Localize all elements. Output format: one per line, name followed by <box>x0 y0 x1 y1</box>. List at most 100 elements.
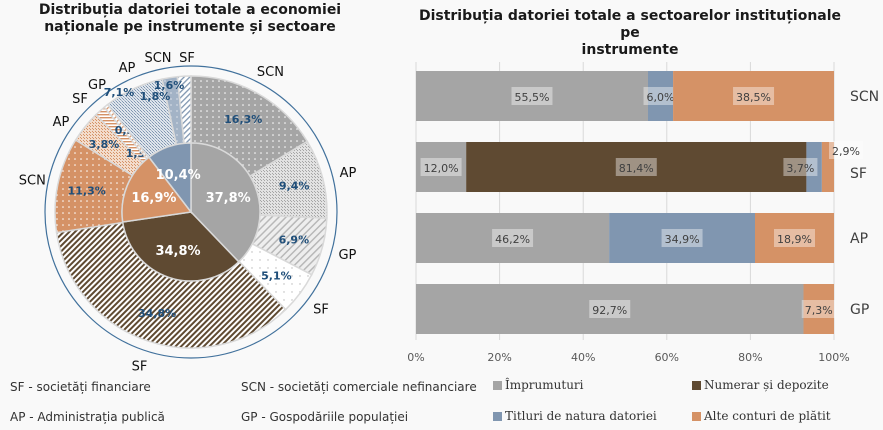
bar-segment-ap-2 <box>609 213 755 263</box>
pie-inner-value-label: 37,8% <box>206 191 251 206</box>
legend-label: Titluri de natura datoriei <box>505 409 657 423</box>
pie-sector-label: AP <box>119 61 136 76</box>
bar-segment-ap-0 <box>416 213 610 263</box>
bar-segment-ap-3 <box>754 213 834 263</box>
pie-inner-slice-2 <box>121 156 193 223</box>
pie-outer-value-label: 1,6% <box>154 79 185 92</box>
bar-segment-scn-2 <box>647 71 674 121</box>
pie-inner-value-label: 10,4% <box>156 168 201 183</box>
pie-sector-label: GP <box>88 78 106 93</box>
bar-label-bg <box>783 158 818 176</box>
bar-segment-sf-0 <box>416 142 467 192</box>
bar-data-label: 6,0% <box>647 91 675 104</box>
bar-data-label: 92,7% <box>592 304 627 317</box>
pie-sector-label: AP <box>53 115 70 130</box>
bar-category-label-gp: GP <box>850 302 869 318</box>
pie-outline-ring <box>44 65 338 359</box>
footnote-sf: SF - societăți financiare <box>10 380 151 394</box>
pie-sector-label: SF <box>179 51 195 66</box>
bar-data-label: 34,9% <box>665 233 700 246</box>
bar-x-tick-label: 100% <box>818 351 849 364</box>
legend-item-titluri: Titluri de natura datoriei <box>493 409 657 423</box>
bar-label-bg <box>615 158 657 176</box>
pie-inner-value-label: 34,8% <box>155 244 200 259</box>
pie-inner-slice-0 <box>190 142 261 263</box>
legend-label: Numerar și depozite <box>704 378 829 392</box>
bar-segment-gp-3 <box>803 284 834 334</box>
pie-sector-label: AP <box>340 166 357 181</box>
bar-data-label: 3,7% <box>786 162 814 175</box>
pie-sector-label: SF <box>72 92 88 107</box>
footnote-ap: AP - Administrația publică <box>10 410 165 424</box>
bar-data-label: 46,2% <box>495 233 530 246</box>
bar-label-bg <box>733 87 775 105</box>
bar-title-line-1: Distribuția datoriei totale a sectoarelo… <box>418 8 842 41</box>
pie-outer-value-label: 16,3% <box>224 113 262 126</box>
bar-label-bg <box>643 87 678 105</box>
bar-x-tick-label: 60% <box>655 351 679 364</box>
bar-label-bg <box>661 229 703 247</box>
bar-label-bg <box>511 87 553 105</box>
bar-chart-title: Distribuția datoriei totale a sectoarelo… <box>410 8 850 59</box>
pie-outer-value-label: 34,8% <box>138 307 176 320</box>
pie-sector-label: SCN <box>257 65 284 80</box>
bar-label-bg <box>773 229 815 247</box>
bar-x-tick-label: 40% <box>571 351 595 364</box>
bar-chart: 0% 20% 40% 60% 80% 100% 55,5% 6,0% 38,5% SCN 12,0%… <box>407 62 879 364</box>
pie-sector-label: SCN <box>144 51 171 66</box>
bar-x-tick-label: 20% <box>487 351 511 364</box>
footnote-gp: GP - Gospodăriile populației <box>241 410 409 424</box>
pie-sector-label: SF <box>313 303 329 318</box>
pie-chart: 16,3% SCN 9,4% AP 6,9% GP 5,1% SF 34,8% SF 11,3% SC… <box>19 51 357 375</box>
bar-data-label: 18,9% <box>777 233 812 246</box>
legend-item-numerar: Numerar și depozite <box>692 378 829 392</box>
pie-sector-label: GP <box>338 248 356 263</box>
bar-data-label: 38,5% <box>736 91 771 104</box>
bar-category-label-ap: AP <box>850 231 868 247</box>
footnote-scn: SCN - societăți comerciale nefinanciare <box>241 380 477 394</box>
pie-inner-slice-1 <box>121 211 240 282</box>
pie-outer-value-label: 3,8% <box>89 138 120 151</box>
legend-label: Împrumuturi <box>505 378 584 392</box>
pie-chart-title: Distribuția datoriei totale a economiei … <box>20 2 360 36</box>
bar-label-bg <box>420 158 462 176</box>
pie-inner-slice-3 <box>147 142 192 215</box>
bar-x-tick-label: 0% <box>407 351 424 364</box>
legend-swatch <box>692 411 701 421</box>
bar-data-label: 55,5% <box>515 91 550 104</box>
legend-swatch <box>493 411 502 421</box>
bar-segment-scn-0 <box>416 71 648 121</box>
pie-outer-value-label: 1,8% <box>140 90 171 103</box>
legend-swatch <box>692 380 701 390</box>
bar-label-bg <box>829 141 863 159</box>
pie-sector-label: SCN <box>19 173 46 188</box>
pie-outer-value-label: 5,1% <box>261 270 292 283</box>
bar-segment-sf-1 <box>466 142 807 192</box>
bar-label-bg <box>492 229 534 247</box>
bar-segment-sf-2 <box>806 142 822 192</box>
pie-outer-value-label: 11,3% <box>68 185 106 198</box>
bar-x-tick-label: 80% <box>738 351 762 364</box>
bar-segment-scn-3 <box>673 71 834 121</box>
pie-inner-value-label: 16,9% <box>131 191 176 206</box>
bar-title-line-2: instrumente <box>581 42 679 58</box>
pie-outer-value-label: 6,9% <box>279 234 310 247</box>
bar-label-bg <box>801 300 836 318</box>
pie-sector-label: SF <box>132 360 148 375</box>
legend-swatch <box>493 380 502 390</box>
pie-title-line-1: Distribuția datoriei totale a economiei <box>38 2 342 18</box>
bar-data-label: 7,3% <box>805 304 833 317</box>
bar-data-label: 81,4% <box>619 162 654 175</box>
bar-label-bg <box>589 300 631 318</box>
legend-item-imprumuturi: Împrumuturi <box>493 378 584 392</box>
pie-outer-value-label: 9,4% <box>279 180 310 193</box>
bar-segment-sf-3 <box>821 142 834 192</box>
pie-title-line-2: naționale pe instrumente și sectoare <box>44 19 336 35</box>
bar-data-label: 2,9% <box>832 145 860 158</box>
pie-outer-value-label: 7,1% <box>104 86 135 99</box>
bar-data-label: 12,0% <box>424 162 459 175</box>
bar-category-label-sf: SF <box>850 166 867 182</box>
legend-item-alte: Alte conturi de plătit <box>692 409 831 423</box>
legend-label: Alte conturi de plătit <box>704 409 831 423</box>
